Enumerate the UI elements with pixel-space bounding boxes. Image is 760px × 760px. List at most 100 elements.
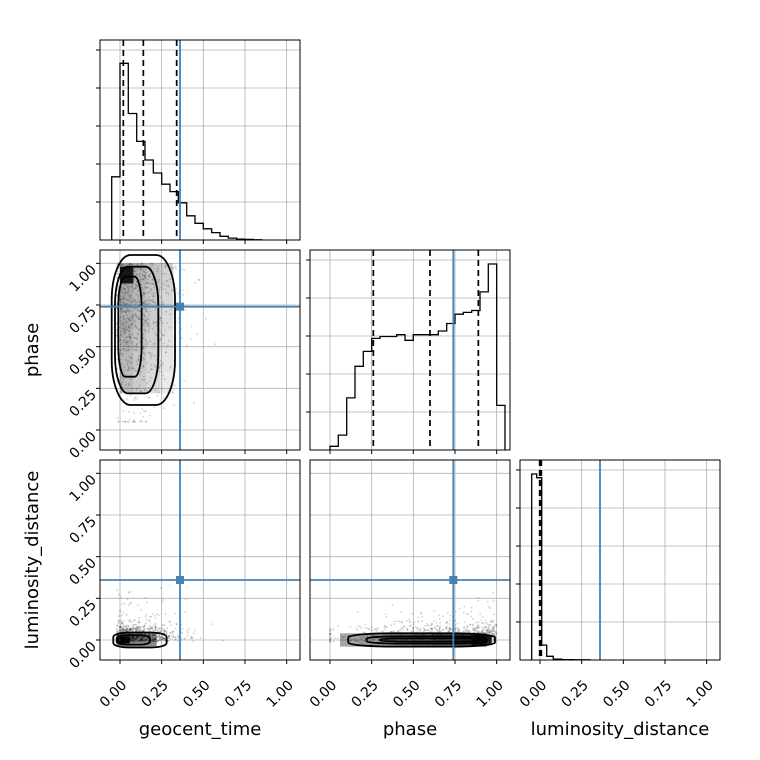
sample-geocent-time-luminosity-distance-612 bbox=[163, 637, 166, 640]
sample-geocent-time-luminosity-distance-192 bbox=[130, 637, 133, 640]
sample-geocent-time-luminosity-distance-156 bbox=[151, 626, 154, 628]
sample-geocent-time-luminosity-distance-251 bbox=[149, 630, 152, 632]
panel-bg-geocent-time-luminosity-distance bbox=[100, 460, 300, 660]
sample-geocent-time-phase-331 bbox=[127, 324, 130, 326]
sample-geocent-time-phase-843 bbox=[124, 283, 127, 286]
sample-geocent-time-phase-418 bbox=[190, 325, 193, 328]
sample-phase-luminosity-distance-651 bbox=[466, 613, 469, 615]
sample-geocent-time-luminosity-distance-55 bbox=[159, 627, 161, 629]
sample-geocent-time-luminosity-distance-468 bbox=[135, 626, 138, 629]
sample-geocent-time-phase-402 bbox=[135, 344, 138, 346]
sample-geocent-time-luminosity-distance-263 bbox=[144, 639, 147, 642]
sample-geocent-time-phase-76 bbox=[147, 274, 150, 277]
xticklabel-luminosity-distance-3: 0.75 bbox=[642, 677, 675, 710]
sample-phase-luminosity-distance-882 bbox=[422, 627, 425, 629]
sample-geocent-time-luminosity-distance-287 bbox=[162, 636, 164, 639]
sample-geocent-time-phase-141 bbox=[119, 339, 122, 342]
truth-marker-geocent-time-phase bbox=[176, 302, 184, 311]
sample-geocent-time-luminosity-distance-180 bbox=[154, 637, 157, 640]
sample-geocent-time-phase-806 bbox=[150, 262, 153, 265]
sample-geocent-time-phase-265 bbox=[137, 310, 140, 312]
xticklabel-phase-1: 0.25 bbox=[349, 677, 382, 710]
sample-geocent-time-phase-46 bbox=[160, 317, 162, 320]
sample-geocent-time-phase-466 bbox=[127, 366, 130, 368]
sample-geocent-time-phase-383 bbox=[141, 262, 143, 265]
sample-geocent-time-phase-718 bbox=[189, 338, 192, 341]
sample-geocent-time-phase-784 bbox=[157, 391, 160, 394]
sample-geocent-time-phase-231 bbox=[139, 268, 142, 271]
sample-geocent-time-luminosity-distance-504 bbox=[135, 624, 138, 626]
sample-geocent-time-phase-864 bbox=[123, 318, 125, 321]
sample-geocent-time-phase-419 bbox=[158, 288, 161, 291]
sample-geocent-time-phase-361 bbox=[132, 298, 135, 301]
sample-geocent-time-phase-562 bbox=[136, 268, 139, 271]
sample-geocent-time-luminosity-distance-487 bbox=[143, 637, 146, 639]
sample-geocent-time-luminosity-distance-490 bbox=[156, 640, 158, 643]
sample-phase-luminosity-distance-723 bbox=[436, 628, 439, 631]
sample-geocent-time-luminosity-distance-729 bbox=[159, 639, 162, 642]
sample-geocent-time-phase-666 bbox=[128, 318, 131, 320]
sample-geocent-time-luminosity-distance-109 bbox=[139, 639, 142, 642]
sample-geocent-time-phase-857 bbox=[147, 329, 150, 332]
yticklabel-luminosity-distance-0: 0.00 bbox=[67, 639, 100, 672]
sample-geocent-time-phase-851 bbox=[129, 336, 132, 339]
sample-phase-luminosity-distance-672 bbox=[486, 628, 489, 631]
sample-geocent-time-phase-127 bbox=[137, 328, 140, 331]
density-geocent-time-phase-19 bbox=[160, 285, 174, 307]
sample-geocent-time-phase-580 bbox=[152, 278, 155, 281]
sample-geocent-time-phase-432 bbox=[143, 314, 146, 317]
sample-geocent-time-luminosity-distance-427 bbox=[139, 638, 142, 641]
sample-geocent-time-luminosity-distance-23 bbox=[137, 640, 140, 643]
density-geocent-time-phase-15 bbox=[160, 306, 174, 329]
sample-geocent-time-luminosity-distance-141 bbox=[130, 627, 133, 630]
sample-geocent-time-phase-253 bbox=[126, 361, 129, 364]
sample-geocent-time-phase-55 bbox=[158, 367, 161, 370]
sample-geocent-time-phase-370 bbox=[116, 348, 118, 350]
sample-geocent-time-phase-605 bbox=[124, 341, 127, 344]
sample-geocent-time-luminosity-distance-885 bbox=[138, 621, 140, 624]
sample-geocent-time-phase-81 bbox=[118, 304, 121, 307]
sample-geocent-time-luminosity-distance-355 bbox=[130, 591, 133, 593]
sample-geocent-time-phase-264 bbox=[144, 274, 146, 277]
sample-geocent-time-luminosity-distance-410 bbox=[149, 615, 151, 618]
sample-geocent-time-phase-224 bbox=[116, 263, 118, 266]
sample-geocent-time-phase-343 bbox=[135, 293, 137, 296]
sample-geocent-time-phase-856 bbox=[154, 308, 157, 311]
sample-geocent-time-phase-889 bbox=[143, 379, 146, 381]
sample-phase-luminosity-distance-893 bbox=[475, 630, 477, 633]
sample-phase-luminosity-distance-515 bbox=[484, 626, 487, 628]
sample-phase-luminosity-distance-199 bbox=[364, 624, 367, 626]
sample-geocent-time-luminosity-distance-512 bbox=[133, 623, 136, 626]
sample-geocent-time-phase-128 bbox=[127, 344, 130, 347]
sample-geocent-time-phase-10 bbox=[141, 278, 144, 280]
sample-phase-luminosity-distance-810 bbox=[428, 624, 431, 627]
sample-geocent-time-luminosity-distance-290 bbox=[132, 628, 135, 630]
sample-geocent-time-phase-184 bbox=[144, 410, 147, 413]
sample-geocent-time-luminosity-distance-449 bbox=[137, 640, 140, 642]
sample-geocent-time-phase-591 bbox=[174, 265, 177, 268]
sample-geocent-time-phase-690 bbox=[161, 334, 164, 337]
sample-geocent-time-phase-391 bbox=[128, 334, 131, 336]
sample-geocent-time-phase-800 bbox=[153, 321, 156, 323]
sample-geocent-time-luminosity-distance-249 bbox=[144, 633, 146, 635]
sample-geocent-time-phase-508 bbox=[136, 309, 139, 312]
sample-geocent-time-phase-268 bbox=[145, 268, 148, 270]
sample-geocent-time-phase-667 bbox=[147, 275, 150, 278]
sample-geocent-time-phase-189 bbox=[145, 420, 147, 423]
sample-geocent-time-phase-395 bbox=[134, 313, 137, 316]
sample-geocent-time-phase-250 bbox=[124, 331, 127, 334]
sample-geocent-time-luminosity-distance-752 bbox=[149, 627, 152, 630]
sample-geocent-time-luminosity-distance-31 bbox=[145, 638, 147, 641]
density-geocent-time-phase-2 bbox=[146, 371, 160, 394]
sample-geocent-time-luminosity-distance-179 bbox=[143, 633, 146, 635]
sample-geocent-time-phase-767 bbox=[182, 289, 185, 292]
sample-geocent-time-phase-633 bbox=[127, 309, 129, 311]
sample-geocent-time-phase-341 bbox=[122, 287, 125, 290]
sample-geocent-time-luminosity-distance-407 bbox=[152, 634, 154, 637]
sample-geocent-time-phase-323 bbox=[134, 324, 137, 326]
sample-geocent-time-phase-288 bbox=[161, 272, 164, 275]
sample-geocent-time-phase-541 bbox=[129, 337, 132, 339]
sample-geocent-time-phase-159 bbox=[177, 321, 180, 324]
sample-geocent-time-luminosity-distance-125 bbox=[140, 638, 143, 641]
sample-geocent-time-luminosity-distance-215 bbox=[122, 629, 125, 632]
